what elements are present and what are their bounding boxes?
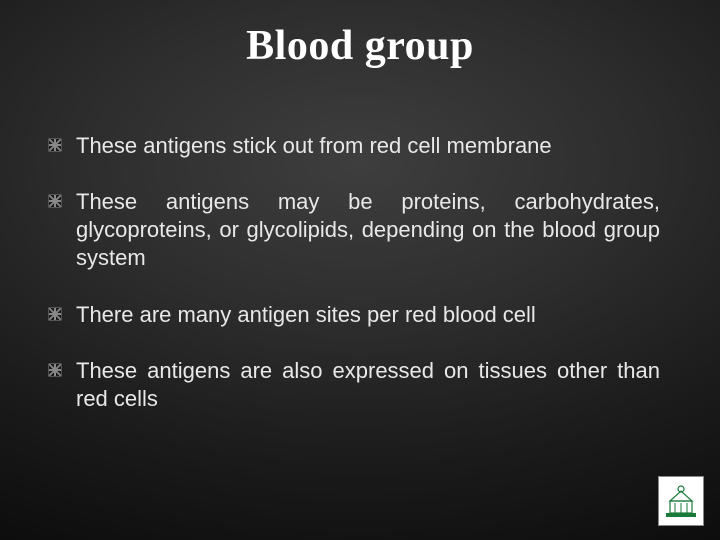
bullet-text: These antigens are also expressed on tis… (76, 358, 660, 411)
slide-title: Blood group (0, 22, 720, 70)
bullet-text: There are many antigen sites per red blo… (76, 302, 536, 327)
list-item: These antigens stick out from red cell m… (48, 132, 660, 160)
list-item: These antigens are also expressed on tis… (48, 357, 660, 413)
bullet-text: These antigens may be proteins, carbohyd… (76, 189, 660, 270)
list-item: These antigens may be proteins, carbohyd… (48, 188, 660, 272)
bullet-text: These antigens stick out from red cell m… (76, 133, 552, 158)
bullet-list: These antigens stick out from red cell m… (48, 132, 660, 441)
crest-icon (664, 481, 698, 521)
list-item: There are many antigen sites per red blo… (48, 301, 660, 329)
institution-logo (658, 476, 704, 526)
slide: Blood group These antigens stick out fro… (0, 0, 720, 540)
